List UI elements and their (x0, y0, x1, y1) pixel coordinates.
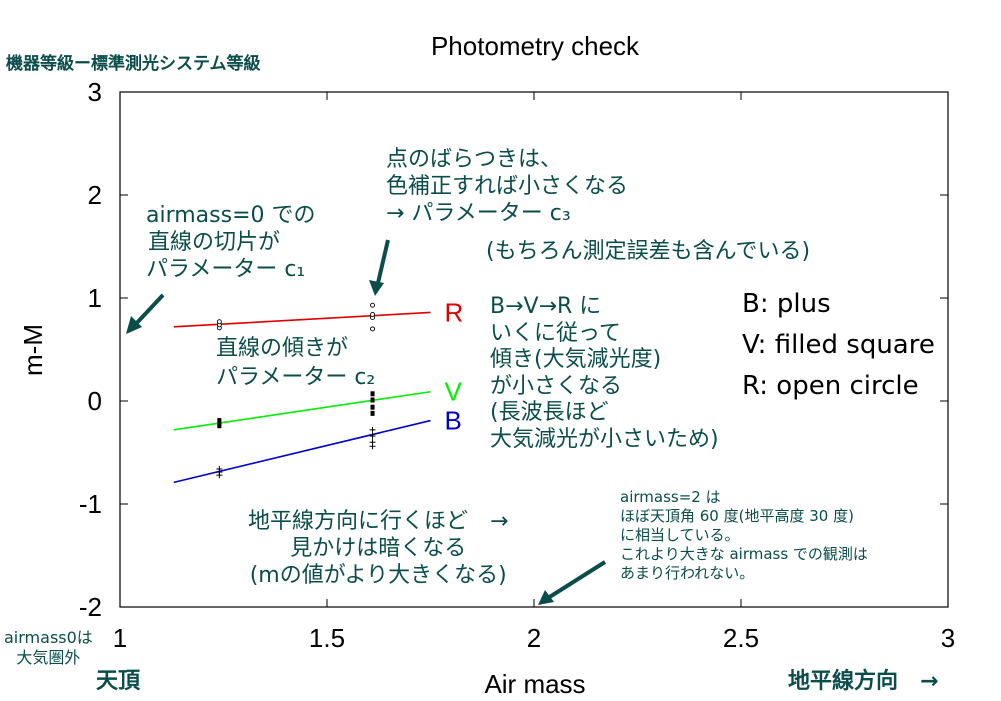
annotation-arrows (126, 239, 607, 605)
legend: B: plus V: filled square R: open circle (742, 284, 935, 407)
point-r (370, 312, 375, 317)
point-r (370, 302, 375, 308)
extinction-note: B→V→R に いくに従って 傾き(大気減光度) が小さくなる (長波長ほど 大… (490, 294, 719, 452)
x-tick-label: 2.5 (723, 623, 759, 653)
x-tick-label: 1.5 (309, 623, 345, 653)
point-v (370, 397, 375, 403)
point-v (217, 418, 222, 424)
series-labels: R VB (445, 297, 464, 435)
point-v (370, 410, 375, 416)
airmass0-note: airmass0は 大気圏外 (4, 628, 93, 667)
y-tick-label: 0 (88, 386, 102, 416)
horizon-effect-note: 地平線方向に行くほど → 見かけは暗くなる (mの値がより大きくなる) (248, 509, 509, 588)
series-label-r: R (445, 297, 464, 327)
zenith-label: 天頂 (96, 669, 141, 694)
arrow-airmass2 (546, 560, 607, 600)
point-b (369, 443, 376, 450)
point-r (370, 326, 375, 332)
arrow-scatter (376, 239, 390, 284)
measurement-error-note: (もちろん測定誤差も含んでいる) (486, 239, 811, 264)
x-axis-label: Air mass (484, 669, 585, 699)
chart-title: Photometry check (431, 31, 640, 61)
horizon-label: 地平線方向 → (788, 669, 939, 694)
y-tick-label: 1 (88, 283, 102, 313)
point-v (370, 404, 375, 410)
series-label-b: B (445, 406, 462, 436)
y-axis-label: m-M (18, 324, 48, 376)
slope-note: 直線の傾きが パラメーター c₂ (216, 336, 376, 390)
airmass2-note: airmass=2 は ほぼ天頂角 60 度(地平高度 30 度) に相当してい… (620, 488, 868, 582)
arrow-scatter-head (369, 280, 384, 296)
y-tick-label: -1 (79, 489, 102, 519)
axis-ticks: 1 1.5 2 2.5 3 3 2 1 0 -1 -2 (79, 77, 955, 653)
x-tick-label: 3 (941, 623, 955, 653)
point-v (370, 391, 375, 397)
y-tick-label: -2 (79, 592, 102, 622)
fit-line-r (173, 311, 431, 328)
scatter-note: 点のばらつきは、 色補正すれば小さくなる → パラメーター c₃ (386, 147, 629, 226)
point-b (369, 426, 376, 433)
series-label-v: V (445, 377, 463, 407)
legend-entry-v: V: filled square (742, 330, 935, 360)
x-tick-label: 1 (113, 623, 127, 653)
x-tick-label: 2 (527, 623, 541, 653)
point-v (217, 423, 222, 429)
fit-line-b (173, 419, 431, 484)
arrow-airmass2-head (538, 590, 554, 605)
legend-entry-r: R: open circle (742, 371, 919, 401)
fit-line-v (173, 390, 431, 431)
y-tick-label: 2 (88, 180, 102, 210)
point-b (216, 472, 223, 479)
arrow-intercept (131, 293, 165, 329)
y-tick-label: 3 (88, 77, 102, 107)
point-b (369, 433, 376, 440)
intercept-note: airmass=0 での 直線の切片が パラメーター c₁ (146, 203, 316, 282)
top-left-label: 機器等級ー標準測光システム等級 (6, 54, 261, 74)
data-points (216, 302, 376, 479)
arrow-intercept-head (126, 316, 142, 334)
legend-entry-b: B: plus (742, 289, 831, 319)
point-r (216, 319, 222, 325)
